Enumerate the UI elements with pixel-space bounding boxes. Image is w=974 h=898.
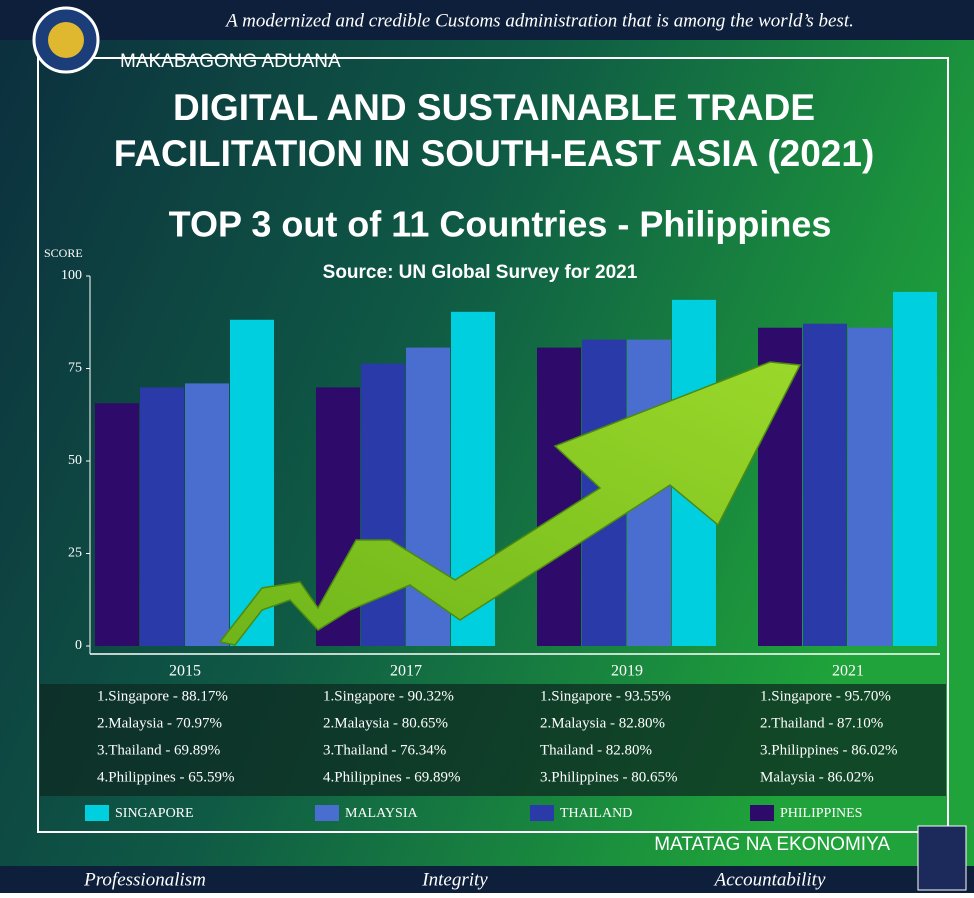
bar — [848, 328, 892, 646]
title: DIGITAL AND SUSTAINABLE TRADE — [173, 87, 815, 128]
ranking-line: 3.Philippines - 80.65% — [540, 769, 678, 785]
core-value: Integrity — [421, 869, 488, 890]
y-tick-label: 100 — [61, 268, 82, 283]
bar — [537, 348, 581, 646]
y-axis-label: SCORE — [44, 246, 83, 260]
seal-center — [48, 22, 84, 58]
ranking-line: 1.Singapore - 95.70% — [760, 688, 891, 704]
ranking-line: 2.Malaysia - 80.65% — [323, 715, 448, 731]
core-value: Professionalism — [83, 869, 206, 890]
ranking-line: 4.Philippines - 69.89% — [323, 769, 461, 785]
y-tick-label: 50 — [68, 453, 82, 468]
x-tick-label: 2021 — [832, 663, 864, 680]
legend-label: MALAYSIA — [345, 806, 418, 821]
bar — [140, 387, 184, 646]
bar — [361, 364, 405, 646]
y-tick-label: 25 — [68, 546, 82, 561]
ranking-line: 4.Philippines - 65.59% — [97, 769, 235, 785]
ranking-line: 2.Thailand - 87.10% — [760, 715, 883, 731]
brand: MAKABAGONG ADUANA — [120, 51, 341, 72]
subtitle: Source: UN Global Survey for 2021 — [323, 262, 638, 283]
legend-swatch — [85, 805, 109, 821]
ranking-line: Thailand - 82.80% — [540, 742, 652, 758]
ranking-line: 3.Philippines - 86.02% — [760, 742, 898, 758]
ranking-line: 1.Singapore - 93.55% — [540, 688, 671, 704]
legend-label: PHILIPPINES — [780, 806, 862, 821]
x-tick-label: 2019 — [611, 663, 643, 680]
ranking-line: 3.Thailand - 76.34% — [323, 742, 446, 758]
ranking-line: 3.Thailand - 69.89% — [97, 742, 220, 758]
headline: TOP 3 out of 11 Countries - Philippines — [169, 204, 832, 245]
legend-swatch — [530, 805, 554, 821]
boc-logo — [918, 826, 966, 890]
legend-label: THAILAND — [560, 806, 632, 821]
ranking-line: 2.Malaysia - 70.97% — [97, 715, 222, 731]
ranking-line: 1.Singapore - 90.32% — [323, 688, 454, 704]
core-value: Accountability — [713, 869, 826, 890]
x-tick-label: 2015 — [169, 663, 201, 680]
page: {"header": {"motto": "A modernized and c… — [0, 0, 974, 893]
legend-label: SINGAPORE — [115, 806, 194, 821]
ranking-line: 1.Singapore - 88.17% — [97, 688, 228, 704]
legend-swatch — [315, 805, 339, 821]
motto: A modernized and credible Customs admini… — [224, 10, 854, 31]
slogan: MATATAG NA EKONOMIYA — [654, 834, 890, 855]
title: FACILITATION IN SOUTH-EAST ASIA (2021) — [114, 133, 875, 174]
bar — [185, 383, 229, 646]
y-tick-label: 75 — [68, 361, 82, 376]
bar — [803, 324, 847, 646]
legend-swatch — [750, 805, 774, 821]
ranking-line: Malaysia - 86.02% — [760, 769, 874, 785]
x-tick-label: 2017 — [390, 663, 422, 680]
ranking-line: 2.Malaysia - 82.80% — [540, 715, 665, 731]
bar — [95, 403, 139, 646]
y-tick-label: 0 — [75, 638, 82, 653]
bar — [893, 292, 937, 646]
infographic: A modernized and credible Customs admini… — [0, 0, 974, 893]
